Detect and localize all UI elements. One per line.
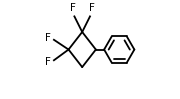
Text: F: F [45,33,51,43]
Text: F: F [69,3,75,13]
Text: F: F [89,3,95,13]
Text: F: F [45,57,51,67]
